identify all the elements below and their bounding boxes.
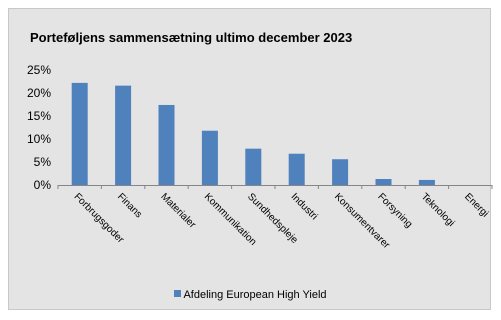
y-tick-label: 25%: [27, 63, 51, 77]
bar: [115, 85, 132, 185]
y-tick-label: 0%: [34, 178, 52, 192]
bar: [375, 179, 392, 185]
bar: [418, 179, 435, 185]
x-tick-label: Materialer: [158, 191, 198, 231]
bar: [158, 104, 175, 185]
chart-title: Porteføljens sammensætning ultimo decemb…: [30, 30, 353, 45]
bar: [201, 130, 218, 185]
y-tick-label: 15%: [27, 109, 51, 123]
bar: [288, 153, 305, 185]
y-tick-label: 20%: [27, 86, 51, 100]
y-tick-label: 5%: [34, 155, 52, 169]
bar: [332, 159, 349, 185]
x-tick-label: Forsyning: [375, 191, 414, 230]
legend-swatch: [174, 290, 182, 297]
x-tick-label: Industri: [289, 191, 320, 222]
y-tick-label: 10%: [27, 132, 51, 146]
x-tick-label: Teknologi: [419, 191, 457, 229]
x-tick-label: Finans: [115, 191, 144, 220]
x-tick-label: Energi: [462, 191, 490, 219]
bar: [71, 82, 88, 185]
legend: Afdeling European High Yield: [0, 289, 501, 301]
bar: [245, 148, 262, 185]
legend-label: Afdeling European High Yield: [183, 289, 327, 301]
